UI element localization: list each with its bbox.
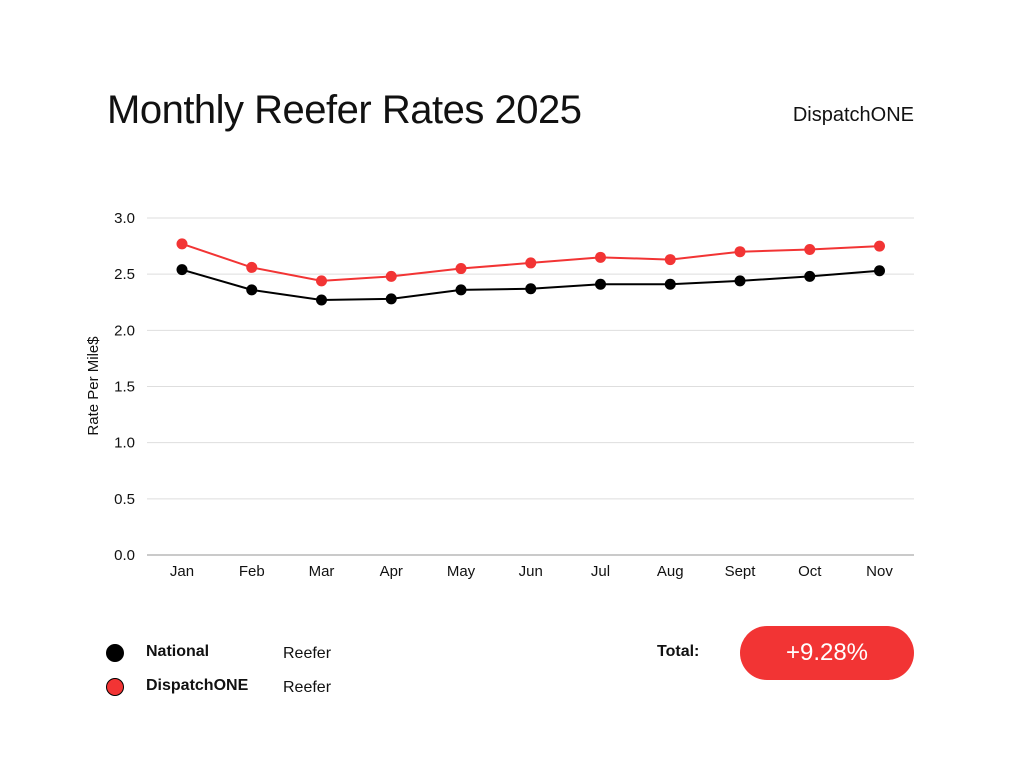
y-axis-label: Rate Per Mile$ [85,336,102,436]
data-point-national [804,270,816,282]
data-point-national [525,283,537,295]
data-point-dispatchone [455,263,467,275]
y-tick-label: 2.5 [114,266,135,283]
legend-marker-national [106,644,124,662]
axes: 0.0 0.5 1.0 1.5 2.0 2.5 3.0 Jan Feb Mar Apr May Jun J… [114,210,914,580]
total-badge: +9.28% [740,626,914,680]
brand-name: DispatchONE [792,104,914,126]
x-tick-label: Aug [657,563,684,580]
data-point-national [455,284,467,296]
y-tick-label: 1.5 [114,379,135,396]
x-tick-label: Jul [591,563,610,580]
y-tick-label: 0.0 [114,547,135,564]
x-tick-label: May [447,563,476,580]
data-points [176,238,885,306]
data-point-national [595,278,606,290]
y-tick-label: 0.5 [114,491,135,508]
x-tick-label: Sept [725,563,757,580]
y-tick-label: 1.0 [114,435,135,452]
x-tick-label: Oct [798,563,822,580]
data-point-dispatchone [316,275,327,287]
y-tick-label: 3.0 [114,210,135,227]
data-point-dispatchone [874,240,885,252]
data-point-national [316,294,327,306]
total-label: Total: [657,643,700,660]
chart-title: Monthly Reefer Rates 2025 [107,88,582,132]
legend-label-dispatchone: DispatchONE [146,677,249,694]
data-point-national [664,278,676,290]
legend-type-national: Reefer [283,645,332,662]
data-point-dispatchone [525,257,537,269]
y-tick-label: 2.0 [114,322,135,339]
data-point-dispatchone [385,270,397,282]
x-tick-label: Mar [309,563,335,580]
data-point-national [176,264,188,276]
data-point-national [246,284,258,296]
data-point-dispatchone [246,261,258,273]
grid-lines [147,217,914,500]
x-tick-label: Feb [239,563,265,580]
data-point-dispatchone [734,246,746,258]
data-point-national [385,293,397,305]
x-tick-label: Nov [866,563,893,580]
data-point-dispatchone [176,238,188,250]
data-point-dispatchone [804,243,816,255]
data-point-dispatchone [664,254,676,266]
legend-marker-dispatchone [106,678,124,696]
x-tick-label: Jan [170,563,194,580]
data-point-national [734,275,746,287]
legend-label-national: National [146,643,210,660]
data-point-national [874,265,885,277]
x-tick-label: Jun [519,563,543,580]
data-point-dispatchone [595,251,606,263]
x-tick-label: Apr [380,563,403,580]
legend-type-dispatchone: Reefer [283,679,332,696]
